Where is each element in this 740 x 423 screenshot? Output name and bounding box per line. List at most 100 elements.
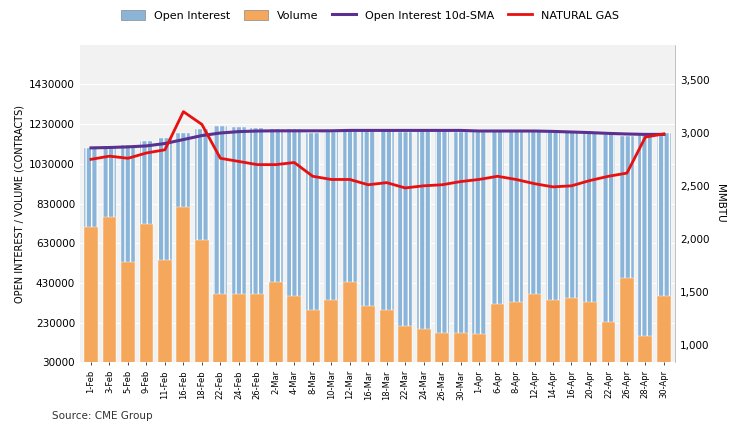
Bar (528, 294, 542, 368)
Bar (176, 207, 190, 368)
Bar (287, 129, 301, 368)
Legend: Open Interest, Volume, Open Interest 10d-SMA, NATURAL GAS: Open Interest, Volume, Open Interest 10d… (121, 10, 619, 21)
NATURAL GAS (272, 162, 280, 167)
Open Interest 10d-SMA (327, 128, 336, 133)
NATURAL GAS (290, 160, 299, 165)
Open Interest 10d-SMA (585, 130, 594, 135)
Line: Open Interest 10d-SMA: Open Interest 10d-SMA (91, 130, 664, 148)
Bar (213, 294, 227, 368)
NATURAL GAS (364, 182, 373, 187)
Bar (639, 335, 653, 368)
Bar (250, 294, 264, 368)
Bar (583, 302, 597, 368)
NATURAL GAS (604, 174, 613, 179)
Bar (380, 130, 394, 368)
NATURAL GAS (659, 132, 668, 137)
Open Interest 10d-SMA (383, 128, 391, 133)
Open Interest 10d-SMA (493, 129, 502, 134)
Bar (620, 278, 634, 368)
NATURAL GAS (179, 109, 188, 114)
NATURAL GAS (327, 177, 336, 182)
NATURAL GAS (198, 122, 206, 127)
Bar (287, 296, 301, 368)
Open Interest 10d-SMA (474, 129, 483, 134)
Bar (121, 262, 135, 368)
Bar (195, 129, 209, 368)
Open Interest 10d-SMA (309, 128, 317, 133)
Bar (158, 138, 172, 368)
Bar (140, 141, 153, 368)
Open Interest 10d-SMA (511, 129, 520, 134)
NATURAL GAS (474, 177, 483, 182)
NATURAL GAS (142, 151, 151, 156)
Open Interest 10d-SMA (87, 146, 95, 151)
Bar (84, 227, 98, 368)
NATURAL GAS (401, 185, 410, 190)
Bar (269, 129, 283, 368)
Bar (472, 334, 486, 368)
Bar (269, 282, 283, 368)
NATURAL GAS (419, 183, 428, 188)
Bar (158, 260, 172, 368)
Open Interest 10d-SMA (235, 129, 243, 134)
NATURAL GAS (105, 154, 114, 159)
Bar (306, 133, 320, 368)
Bar (84, 148, 98, 368)
NATURAL GAS (437, 182, 446, 187)
Open Interest 10d-SMA (604, 131, 613, 136)
NATURAL GAS (530, 181, 539, 186)
Bar (435, 332, 449, 368)
Bar (195, 240, 209, 368)
NATURAL GAS (585, 178, 594, 183)
Bar (140, 224, 153, 368)
Bar (509, 131, 523, 368)
Bar (398, 326, 412, 368)
Open Interest 10d-SMA (346, 128, 354, 133)
NATURAL GAS (456, 179, 465, 184)
Bar (546, 300, 560, 368)
Bar (639, 135, 653, 368)
NATURAL GAS (511, 177, 520, 182)
NATURAL GAS (124, 156, 132, 161)
Bar (602, 135, 616, 368)
Bar (417, 131, 431, 368)
Bar (103, 146, 116, 368)
Open Interest 10d-SMA (124, 144, 132, 149)
Bar (343, 282, 357, 368)
Bar (435, 131, 449, 368)
Bar (103, 217, 116, 368)
NATURAL GAS (216, 156, 225, 161)
Open Interest 10d-SMA (659, 132, 668, 137)
Bar (565, 132, 579, 368)
Bar (454, 132, 468, 368)
Bar (324, 132, 338, 368)
Bar (565, 298, 579, 368)
Bar (546, 132, 560, 368)
NATURAL GAS (87, 157, 95, 162)
Bar (250, 128, 264, 368)
Bar (176, 133, 190, 368)
Open Interest 10d-SMA (437, 128, 446, 133)
Open Interest 10d-SMA (548, 129, 557, 134)
Open Interest 10d-SMA (567, 129, 576, 135)
Y-axis label: OPEN INTEREST / VOLUME (CONTRACTS): OPEN INTEREST / VOLUME (CONTRACTS) (15, 104, 25, 302)
Bar (398, 132, 412, 368)
Bar (232, 294, 246, 368)
Open Interest 10d-SMA (401, 128, 410, 133)
NATURAL GAS (235, 159, 243, 164)
Open Interest 10d-SMA (364, 128, 373, 133)
Line: NATURAL GAS: NATURAL GAS (91, 112, 664, 188)
Y-axis label: MMBTU: MMBTU (715, 184, 725, 223)
Open Interest 10d-SMA (161, 141, 169, 146)
Open Interest 10d-SMA (419, 128, 428, 133)
NATURAL GAS (567, 183, 576, 188)
Open Interest 10d-SMA (641, 132, 650, 137)
Open Interest 10d-SMA (622, 132, 631, 137)
NATURAL GAS (548, 184, 557, 190)
Bar (602, 321, 616, 368)
NATURAL GAS (641, 135, 650, 140)
Open Interest 10d-SMA (179, 137, 188, 142)
Bar (361, 306, 375, 368)
Bar (361, 131, 375, 368)
Bar (620, 136, 634, 368)
